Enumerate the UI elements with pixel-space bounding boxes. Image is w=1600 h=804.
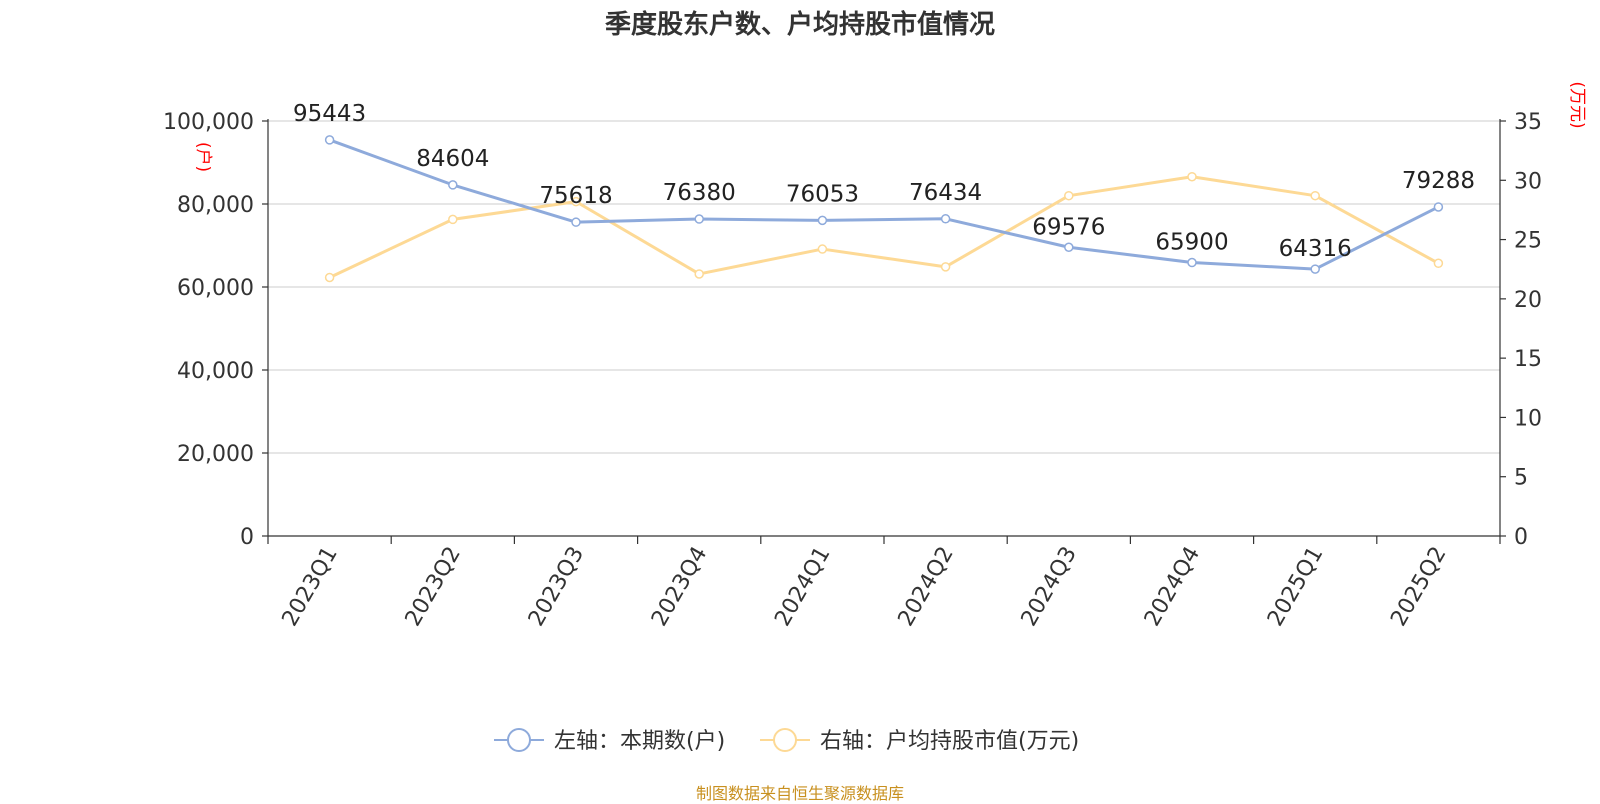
series-right-point [1310,190,1320,201]
data-source-note: 制图数据来自恒生聚源数据库 [695,784,904,803]
legend-right-label: 右轴：户均持股市值(万元) [820,729,1079,754]
series-left-point [571,217,581,227]
series-right-point [1433,258,1444,269]
series-left-data-label: 76380 [663,180,736,206]
series-right-point [1064,190,1074,201]
series-right-point [694,269,704,279]
series-left-point [1310,264,1320,274]
series-right-line [328,175,1440,279]
series-left-point [817,215,828,226]
legend-right-marker [773,728,797,752]
series-right-point [940,262,951,272]
x-tick-label: 2024Q3 [1017,543,1082,631]
series-right-point [1187,171,1197,182]
y-right-tick-label: 35 [1514,110,1542,135]
legend-left-marker [507,728,531,752]
y-right-unit-label: (万元) [1567,81,1587,128]
series-left-point [940,214,951,224]
x-tick-label: 2025Q1 [1263,543,1328,631]
series-left-point [1433,202,1444,212]
y-right-tick-label: 30 [1514,169,1542,194]
series-right-point [817,244,828,254]
y-left-tick-label: 20,000 [177,442,254,467]
y-left-tick-label: 100,000 [163,110,254,135]
series-left-point [448,180,458,190]
y-right-tick-label: 25 [1514,229,1542,254]
series-left-data-label: 76053 [786,181,859,207]
y-left-unit-label: (户) [193,142,213,172]
series-left-data-label: 75618 [539,183,612,209]
chart-title: 季度股东户数、户均持股市值情况 [604,10,995,40]
x-tick-label: 2023Q3 [524,543,589,631]
series-left-data-label: 95443 [293,101,366,127]
series-right-point [448,214,458,225]
y-left-tick-label: 0 [240,525,254,550]
x-tick-label: 2024Q2 [893,543,958,631]
y-left-tick-label: 60,000 [177,276,254,301]
series-right-point [571,196,581,207]
series-left-data-label: 69576 [1032,214,1105,240]
x-tick-label: 2023Q2 [401,543,466,631]
series-left-data-label: 76434 [909,180,982,206]
series-left-data-label: 65900 [1155,230,1228,256]
x-tick-label: 2024Q1 [770,543,835,631]
series-left-point [324,135,335,145]
series-left-point [1187,257,1197,268]
series-left-data-label: 79288 [1402,168,1475,194]
x-tick-label: 2025Q2 [1386,543,1451,631]
y-left-tick-label: 80,000 [177,193,254,218]
y-left-tick-label: 40,000 [177,359,254,384]
series-left-data-label: 84604 [416,146,489,172]
y-right-tick-label: 15 [1514,347,1542,372]
y-right-tick-label: 20 [1514,288,1542,313]
series-left-point [1064,242,1074,253]
legend-left-label: 左轴：本期数(户) [554,729,725,754]
y-right-tick-label: 5 [1514,466,1528,491]
series-left-point [694,214,704,224]
x-tick-label: 2024Q4 [1140,543,1205,631]
series-left-line [329,138,1440,271]
series-right-point [324,272,335,283]
x-tick-label: 2023Q4 [647,543,712,631]
x-tick-label: 2023Q1 [277,543,342,631]
y-right-tick-label: 10 [1514,406,1542,431]
series-left-data-label: 64316 [1279,236,1352,262]
y-right-tick-label: 0 [1514,525,1528,550]
